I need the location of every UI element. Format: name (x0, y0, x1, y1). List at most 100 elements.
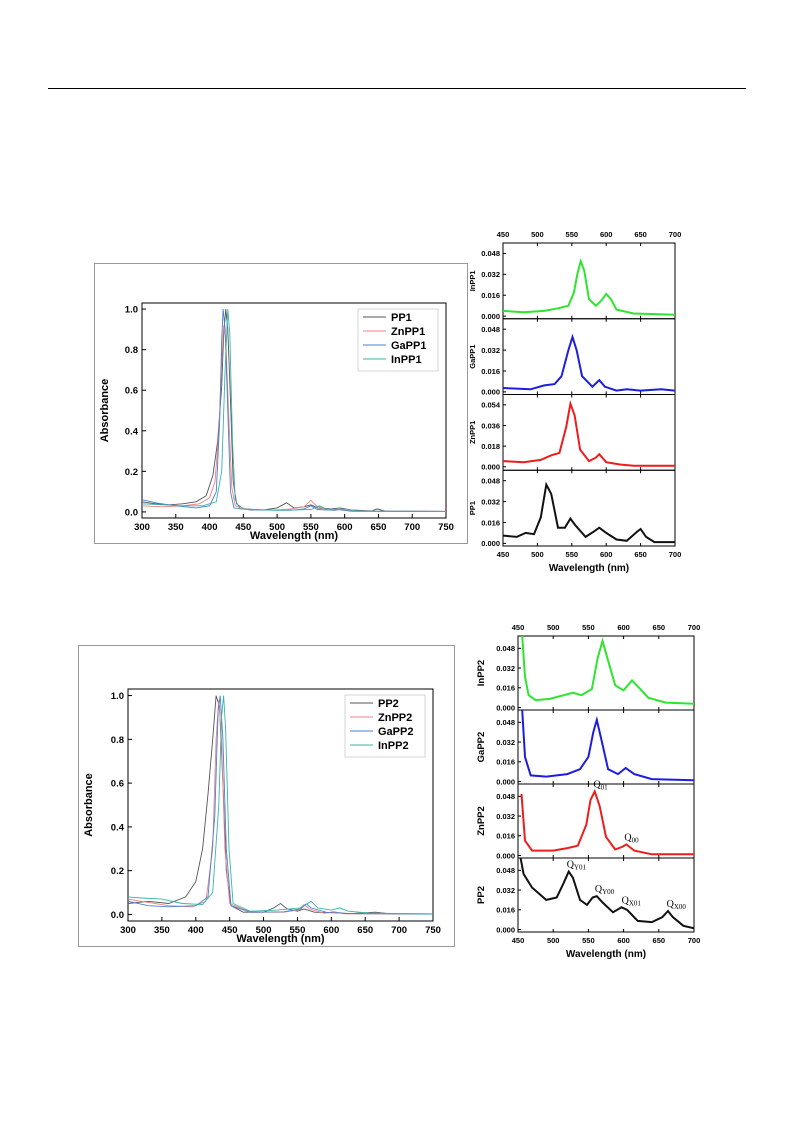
y-tick-label: 0.000 (496, 777, 515, 786)
series-line-znpp1 (141, 325, 447, 512)
x-tick-label: 700 (404, 522, 420, 533)
y-tick-label: 0.032 (496, 664, 515, 673)
y-tick-label: 0.036 (481, 421, 500, 430)
x-tick-label: 650 (653, 936, 666, 945)
x-tick-label: 400 (202, 522, 218, 533)
x-tick-label: 650 (357, 925, 373, 936)
y-tick-label: 0.8 (111, 735, 124, 746)
y-axis-label: Absorbance (83, 773, 95, 837)
spectrum-line-inpp2 (521, 636, 694, 705)
y-tick-label: 0.016 (481, 518, 500, 527)
legend-label-gapp1: GaPP1 (391, 340, 426, 352)
x-tick-label: 500 (256, 925, 272, 936)
y-tick-label: 0.000 (496, 925, 515, 934)
y-tick-label: 0.000 (481, 463, 500, 472)
figure1-q-band-stack: 450 500 550 600 650 700 0.000 0.016 0.032 0.048 In… (468, 230, 682, 574)
x-tick-label: 700 (669, 550, 682, 559)
top-x-tick-label: 450 (512, 623, 525, 632)
plot-area (141, 302, 447, 519)
y-tick-label: 0.6 (125, 386, 138, 397)
panel-label-gapp1: GaPP1 (468, 345, 477, 369)
plot-area (127, 688, 434, 922)
x-tick-label: 550 (566, 550, 579, 559)
figure-frame (78, 645, 455, 947)
y-tick-label: 0.048 (481, 325, 500, 334)
y-tick-label: 0.4 (125, 426, 139, 437)
figure2-absorbance-chart: 300 350 400 450 500 550 600 650 700 750 0.0 0.2 0.4 0… (78, 645, 455, 947)
y-tick-label: 0.000 (481, 388, 500, 397)
y-tick-label: 0.032 (481, 270, 500, 279)
y-tick-label: 0.032 (496, 886, 515, 895)
y-tick-label: 0.0 (125, 507, 138, 518)
y-tick-label: 0.016 (496, 758, 515, 767)
y-tick-label: 0.016 (496, 832, 515, 841)
y-tick-label: 0.032 (496, 738, 515, 747)
y-tick-label: 0.016 (481, 291, 500, 300)
x-tick-label: 750 (438, 522, 454, 533)
series-line-inpp2 (127, 695, 434, 915)
spectrum-line-pp1 (503, 481, 675, 544)
y-tick-label: 0.016 (481, 367, 500, 376)
legend-box (357, 308, 439, 372)
x-tick-label: 300 (120, 925, 136, 936)
spectrum-line-inpp1 (503, 258, 675, 316)
page-header-rule (48, 88, 746, 89)
x-axis-label: Wavelength (nm) (566, 949, 646, 960)
y-tick-label: 0.048 (481, 249, 500, 258)
panel-frame-znpp1 (502, 394, 676, 471)
panel-label-znpp1: ZnPP1 (468, 421, 477, 444)
panel-frame-inpp1 (502, 242, 676, 320)
legend-label-inpp1: InPP1 (391, 354, 422, 366)
top-x-tick-label: 550 (582, 623, 595, 632)
x-tick-label: 400 (188, 925, 204, 936)
series-line-inpp1 (141, 309, 447, 512)
legend-label-gapp2: GaPP2 (378, 726, 413, 738)
x-axis-label: Wavelength (nm) (250, 530, 339, 542)
y-tick-label: 0.8 (125, 345, 138, 356)
x-tick-label: 700 (391, 925, 407, 936)
panel-frame-pp2 (517, 857, 695, 933)
y-tick-label: 0.018 (481, 442, 500, 451)
figure1-absorbance-chart: 300 350 400 450 500 550 600 650 700 750 0.0 0.2 0.4 0… (94, 263, 468, 544)
series-line-pp1 (141, 309, 447, 512)
top-x-tick-label: 550 (566, 230, 579, 239)
y-tick-label: 0.016 (496, 906, 515, 915)
top-x-tick-label: 500 (531, 230, 544, 239)
peak-annotation: QY00 (595, 884, 615, 896)
panel-frame-gapp2 (517, 709, 695, 785)
peak-annotation: Q01 (593, 779, 608, 791)
legend-label-pp2: PP2 (378, 698, 399, 710)
y-tick-label: 1.0 (125, 305, 138, 316)
x-tick-label: 450 (235, 522, 251, 533)
panel-label-inpp2: InPP2 (476, 660, 487, 686)
panel-label-pp2: PP2 (476, 886, 487, 904)
spectrum-line-gapp2 (521, 710, 694, 782)
x-tick-label: 650 (371, 522, 387, 533)
x-tick-label: 600 (617, 936, 630, 945)
peak-annotation: QX00 (667, 899, 687, 911)
y-tick-label: 0.000 (481, 312, 500, 321)
top-x-tick-label: 700 (688, 623, 701, 632)
x-tick-label: 650 (634, 550, 647, 559)
y-tick-label: 0.032 (481, 497, 500, 506)
panel-label-znpp2: ZnPP2 (476, 806, 487, 836)
y-tick-label: 0.4 (111, 822, 125, 833)
x-tick-label: 750 (425, 925, 441, 936)
x-tick-label: 600 (600, 550, 613, 559)
y-tick-label: 0.016 (496, 684, 515, 693)
x-tick-label: 500 (547, 936, 560, 945)
legend-label-pp1: PP1 (391, 312, 412, 324)
x-tick-label: 450 (222, 925, 238, 936)
panel-label-gapp2: GaPP2 (476, 732, 487, 763)
spectrum-line-znpp2 (520, 788, 694, 856)
y-tick-label: 0.2 (111, 866, 124, 877)
panel-label-pp1: PP1 (468, 501, 477, 515)
x-tick-label: 600 (323, 925, 339, 936)
x-axis-label: Wavelength (nm) (549, 563, 629, 574)
spectrum-line-gapp1 (503, 333, 675, 392)
y-tick-label: 0.000 (496, 703, 515, 712)
x-tick-label: 350 (168, 522, 184, 533)
legend-label-inpp2: InPP2 (378, 740, 409, 752)
panel-frame-pp1 (502, 469, 676, 547)
x-tick-label: 450 (497, 550, 510, 559)
